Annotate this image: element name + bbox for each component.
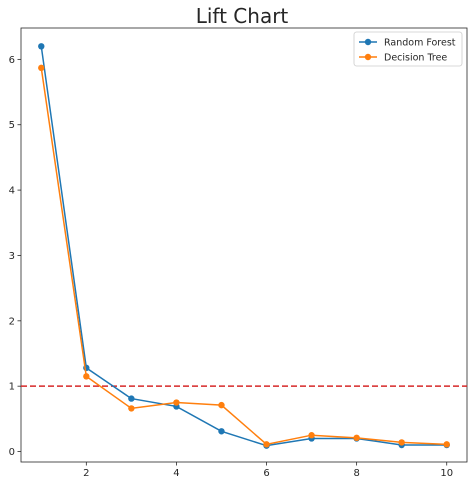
y-tick-label: 1 — [9, 382, 15, 393]
series-line-1 — [40, 46, 447, 447]
series-1-point — [218, 428, 225, 435]
series-2-point — [173, 399, 180, 406]
y-tick-label: 2 — [9, 316, 15, 327]
series-2-point — [443, 441, 450, 448]
x-tick-label: 4 — [173, 468, 179, 479]
legend: Random Forest Decision Tree — [353, 31, 463, 67]
series-2-point — [353, 434, 360, 442]
legend-label: Random Forest — [384, 38, 456, 49]
legend-box — [353, 31, 463, 67]
series-1-point — [38, 43, 45, 50]
y-tick-label: 6 — [9, 55, 15, 66]
series-2-point — [83, 373, 90, 380]
legend-label: Decision Tree — [384, 53, 447, 64]
plot-area — [20, 27, 468, 463]
series-2-point — [218, 401, 225, 409]
y-tick-label: 5 — [9, 120, 15, 131]
series-group — [38, 43, 450, 449]
legend-swatch-marker — [364, 38, 372, 46]
axes-group: 2 4 6 8 10 0 1 2 3 4 5 6 — [9, 55, 453, 479]
legend-swatch-marker — [364, 53, 372, 61]
series-2-point — [38, 64, 45, 72]
series-line-2 — [40, 67, 447, 446]
series-2-point — [128, 405, 135, 412]
series-2-point — [398, 439, 405, 446]
series-2-point — [308, 432, 315, 439]
y-tick-label: 4 — [9, 186, 15, 197]
x-tick-label: 6 — [263, 468, 269, 479]
y-tick-label: 0 — [9, 447, 15, 458]
series-2-point — [263, 441, 270, 448]
chart-title: Lift Chart — [196, 4, 289, 28]
x-tick-label: 2 — [83, 468, 89, 479]
x-tick-label: 8 — [353, 468, 359, 479]
x-tick-label: 10 — [440, 468, 453, 479]
series-1-point — [128, 395, 135, 402]
y-tick-label: 3 — [9, 251, 15, 262]
